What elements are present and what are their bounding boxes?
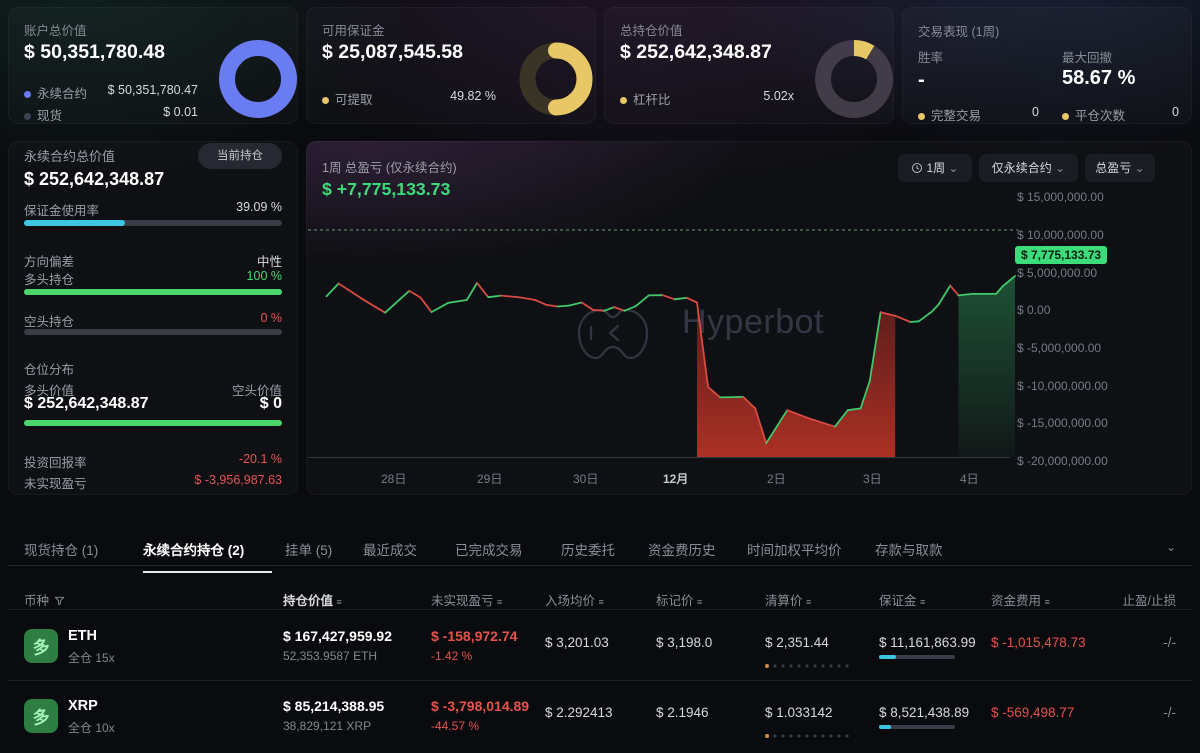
svg-text:多: 多 <box>31 706 51 728</box>
svg-text:多: 多 <box>31 636 51 658</box>
